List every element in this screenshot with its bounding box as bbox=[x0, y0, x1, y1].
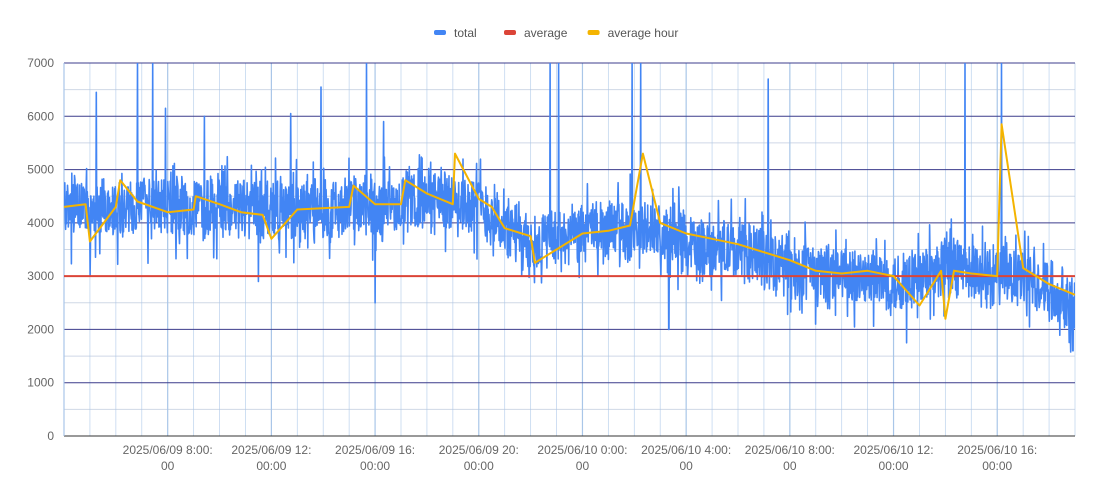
series-layer bbox=[64, 63, 1075, 353]
legend-swatch-average-hour bbox=[587, 30, 600, 35]
x-tick-label: 2025/06/10 0:00: bbox=[537, 443, 627, 457]
y-tick-label: 6000 bbox=[27, 109, 54, 123]
x-tick-label: 2025/06/09 20: bbox=[439, 443, 519, 457]
y-tick-label: 4000 bbox=[27, 216, 54, 230]
x-tick-label: 2025/06/09 8:00: bbox=[123, 443, 213, 457]
y-tick-label: 7000 bbox=[27, 56, 54, 70]
x-tick-label: 2025/06/10 8:00: bbox=[745, 443, 835, 457]
x-tick-label-line2: 00:00 bbox=[982, 459, 1012, 473]
legend-label-average-hour: average hour bbox=[608, 26, 679, 40]
x-tick-label-line2: 00 bbox=[161, 459, 175, 473]
x-tick-label: 2025/06/10 12: bbox=[853, 443, 933, 457]
legend-label-total: total bbox=[454, 26, 477, 40]
legend-swatch-average bbox=[504, 30, 516, 35]
x-tick-label-line2: 00:00 bbox=[464, 459, 494, 473]
x-tick-label-line2: 00 bbox=[576, 459, 590, 473]
x-tick-label: 2025/06/09 12: bbox=[231, 443, 311, 457]
series-total-line bbox=[64, 63, 1075, 353]
x-tick-label-line2: 00 bbox=[783, 459, 797, 473]
y-axis-labels: 0 1000 2000 3000 4000 5000 6000 7000 bbox=[27, 56, 54, 443]
series-average-hour-line bbox=[64, 123, 1075, 320]
legend-swatch-total bbox=[434, 30, 446, 35]
x-tick-label-line2: 00:00 bbox=[360, 459, 390, 473]
legend-label-average: average bbox=[524, 26, 568, 40]
y-tick-label: 5000 bbox=[27, 163, 54, 177]
chart-legend: total average average hour bbox=[434, 26, 678, 40]
x-tick-label-line2: 00:00 bbox=[879, 459, 909, 473]
x-tick-label: 2025/06/09 16: bbox=[335, 443, 415, 457]
x-axis-labels: 2025/06/09 8:00: 00 2025/06/09 12: 00:00 202… bbox=[123, 443, 1038, 473]
x-tick-label-line2: 00:00 bbox=[256, 459, 286, 473]
y-tick-label: 1000 bbox=[27, 376, 54, 390]
x-tick-label-line2: 00 bbox=[679, 459, 693, 473]
x-tick-label: 2025/06/10 16: bbox=[957, 443, 1037, 457]
y-tick-label: 0 bbox=[47, 429, 54, 443]
y-tick-label: 2000 bbox=[27, 322, 54, 336]
y-tick-label: 3000 bbox=[27, 269, 54, 283]
x-tick-label: 2025/06/10 4:00: bbox=[641, 443, 731, 457]
